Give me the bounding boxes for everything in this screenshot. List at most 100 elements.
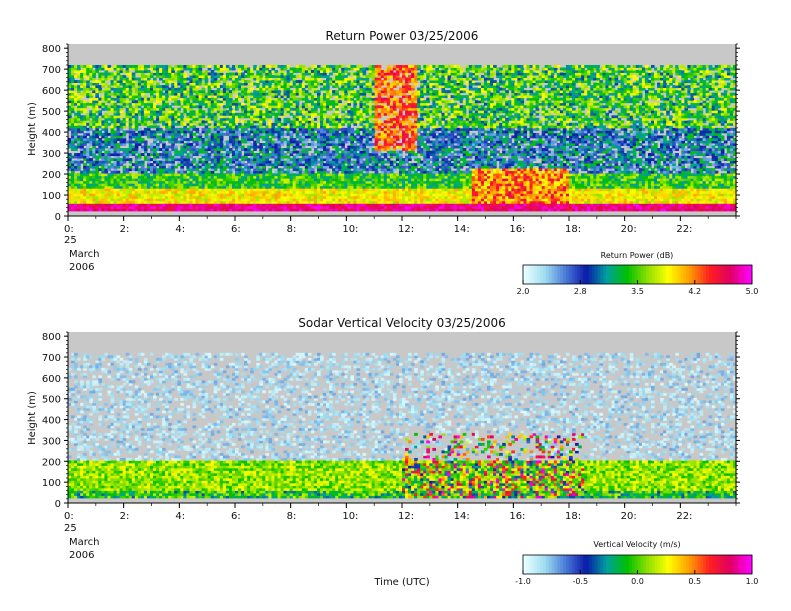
heatmap-cell xyxy=(110,102,115,106)
heatmap-cell xyxy=(101,185,106,189)
heatmap-cell xyxy=(68,175,72,179)
heatmap-cell xyxy=(92,130,96,134)
heatmap-cell xyxy=(168,132,172,136)
heatmap-cell xyxy=(77,200,81,204)
heatmap-cell xyxy=(110,198,115,202)
heatmap-cell xyxy=(107,97,112,101)
heatmap-cell xyxy=(183,67,188,71)
heatmap-cell xyxy=(80,85,84,89)
heatmap-cell xyxy=(113,95,118,99)
heatmap-cell xyxy=(95,200,99,204)
heatmap-cell xyxy=(119,183,124,187)
heatmap-cell xyxy=(146,158,151,162)
heatmap-cell xyxy=(180,64,184,68)
heatmap-cell xyxy=(171,97,175,101)
heatmap-cell xyxy=(113,72,118,76)
heatmap-cell xyxy=(149,173,154,177)
heatmap-cell xyxy=(140,170,145,174)
heatmap-cell xyxy=(165,77,169,81)
heatmap-cell xyxy=(110,135,115,139)
heatmap-cell xyxy=(143,175,148,179)
heatmap-cell xyxy=(113,80,118,83)
heatmap-cell xyxy=(222,107,227,111)
heatmap-cell xyxy=(101,193,106,197)
heatmap-cell xyxy=(77,107,81,111)
heatmap-cell xyxy=(186,90,191,94)
heatmap-cell xyxy=(146,203,151,207)
heatmap-cell xyxy=(131,130,136,134)
heatmap-cell xyxy=(165,137,169,141)
heatmap-cell xyxy=(146,85,151,89)
heatmap-cell xyxy=(101,105,106,109)
heatmap-cell xyxy=(101,115,106,119)
heatmap-cell xyxy=(137,158,142,162)
heatmap-cell xyxy=(101,173,106,177)
heatmap-cell xyxy=(159,70,163,73)
heatmap-cell xyxy=(301,87,306,91)
heatmap-cell xyxy=(92,70,96,73)
heatmap-cell xyxy=(168,75,172,78)
heatmap-cell xyxy=(171,132,175,136)
heatmap-cell xyxy=(86,132,90,136)
heatmap-cell xyxy=(128,97,133,101)
heatmap-cell xyxy=(113,97,118,101)
heatmap-cell xyxy=(180,105,184,109)
heatmap-cell xyxy=(95,195,99,199)
heatmap-cell xyxy=(335,130,339,134)
heatmap-cell xyxy=(116,208,121,212)
heatmap-cell xyxy=(149,190,154,194)
heatmap-cell xyxy=(98,87,102,91)
heatmap-cell xyxy=(149,92,154,96)
heatmap-cell xyxy=(110,180,115,184)
heatmap-cell xyxy=(131,107,136,111)
heatmap-cell xyxy=(86,178,90,182)
heatmap-cell xyxy=(68,165,72,169)
heatmap-cell xyxy=(165,208,169,212)
heatmap-cell xyxy=(101,205,106,209)
heatmap-cell xyxy=(74,137,78,141)
heatmap-cell xyxy=(98,80,102,83)
heatmap-cell xyxy=(107,105,112,109)
heatmap-cell xyxy=(110,145,115,149)
heatmap-cell xyxy=(180,90,184,94)
heatmap-cell xyxy=(137,178,142,182)
heatmap-cell xyxy=(71,160,75,164)
heatmap-cell xyxy=(162,188,166,192)
heatmap-cell xyxy=(83,110,87,114)
heatmap-cell xyxy=(125,67,130,71)
heatmap-cell xyxy=(113,148,118,151)
heatmap-cell xyxy=(134,195,139,199)
heatmap-cell xyxy=(98,140,102,144)
heatmap-cell xyxy=(113,77,118,81)
heatmap-cell xyxy=(295,155,300,159)
heatmap-cell xyxy=(119,100,124,104)
heatmap-cell xyxy=(165,153,169,156)
heatmap-cell xyxy=(77,125,81,129)
heatmap-cell xyxy=(165,150,169,154)
heatmap-cell xyxy=(131,85,136,89)
heatmap-cell xyxy=(310,145,315,149)
heatmap-cell xyxy=(134,203,139,207)
heatmap-cell xyxy=(162,178,166,182)
heatmap-cell xyxy=(83,155,87,159)
heatmap-cell xyxy=(189,208,194,212)
heatmap-cell xyxy=(231,122,236,126)
heatmap-cell xyxy=(131,102,136,106)
heatmap-cell xyxy=(113,173,118,177)
heatmap-cell xyxy=(98,208,102,212)
heatmap-cell xyxy=(183,198,188,202)
heatmap-cell xyxy=(137,102,142,106)
heatmap-cell xyxy=(159,127,163,131)
heatmap-cell xyxy=(198,80,203,83)
heatmap-cell xyxy=(119,125,124,129)
heatmap-cell xyxy=(295,143,300,146)
heatmap-cell xyxy=(83,195,87,199)
heatmap-cell xyxy=(134,135,139,139)
heatmap-cell xyxy=(83,143,87,146)
heatmap-cell xyxy=(189,132,194,136)
heatmap-cell xyxy=(137,160,142,164)
heatmap-cell xyxy=(92,175,96,179)
heatmap-cell xyxy=(128,188,133,192)
heatmap-cell xyxy=(119,67,124,71)
heatmap-cell xyxy=(107,165,112,169)
